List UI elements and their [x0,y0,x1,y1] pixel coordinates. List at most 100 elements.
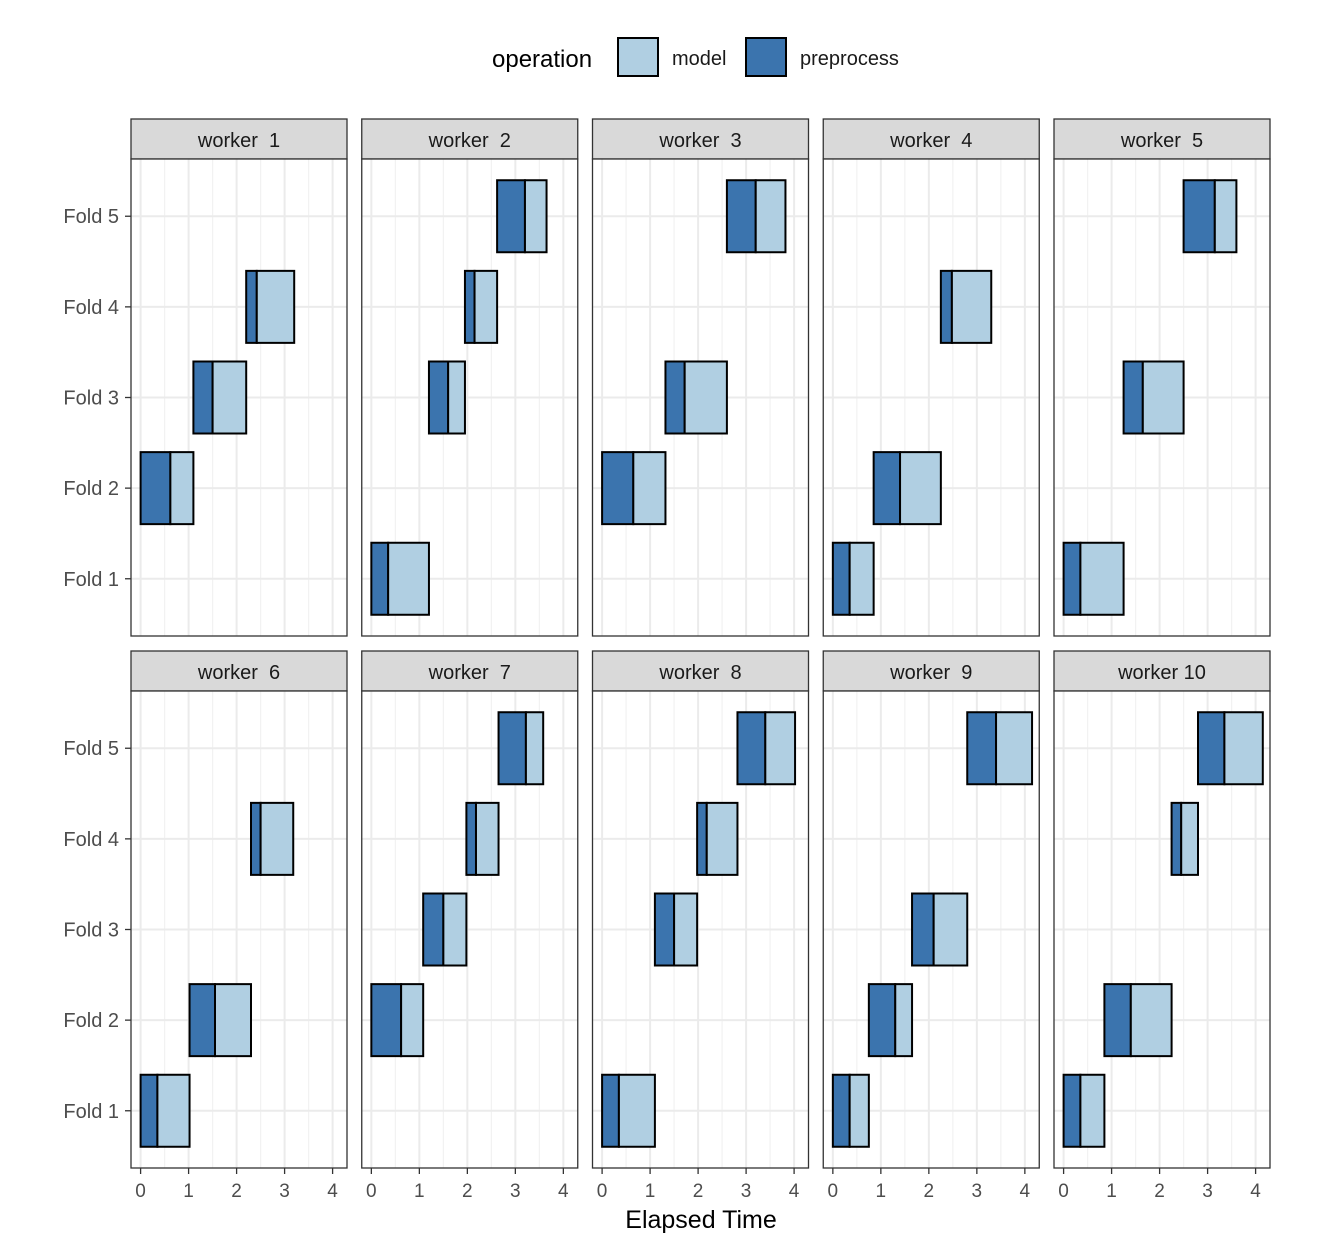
y-tick-label: Fold 1 [63,1101,119,1123]
preprocess-bar [867,983,897,1058]
facet-strip [591,650,810,692]
task-bar [911,892,969,967]
legend-label-preprocess: preprocess [800,48,899,70]
task-bar [1122,360,1185,435]
preprocess-bar [188,983,216,1058]
x-tick-label: 1 [183,1181,194,1202]
model-bar [523,179,548,254]
preprocess-bar [1197,711,1226,786]
x-tick-label: 4 [1020,1181,1031,1202]
model-bar [211,360,248,435]
facet-strip-label: worker 9 [889,662,972,684]
preprocess-bar [601,451,635,526]
task-bar [872,451,942,526]
legend-label-model: model [672,48,726,70]
x-tick-label: 2 [924,1181,935,1202]
y-tick-label: Fold 1 [63,569,119,591]
x-tick-label: 2 [462,1181,473,1202]
preprocess-bar [1182,179,1216,254]
model-bar [899,451,942,526]
model-bar [754,179,787,254]
preprocess-bar [427,360,450,435]
task-bar [370,541,430,616]
task-bar [831,1073,870,1148]
x-tick-label: 0 [828,1181,839,1202]
preprocess-bar [496,179,526,254]
x-tick-label: 1 [645,1181,656,1202]
y-tick-label: Fold 3 [63,920,119,942]
model-bar [387,541,430,616]
x-tick-label: 3 [279,1181,290,1202]
facet-strip-label: worker 7 [428,662,511,684]
panel-border [1053,690,1271,1169]
panel-border [591,158,810,637]
facet-strip-label: worker 1 [197,130,280,152]
task-bar [1170,801,1199,876]
preprocess-bar [1122,360,1144,435]
task-bar [867,983,914,1058]
task-bar [188,983,252,1058]
model-bar [524,711,545,786]
panel-border [361,158,579,637]
model-bar [995,711,1034,786]
x-tick-label: 4 [327,1181,338,1202]
x-tick-label: 0 [597,1181,608,1202]
task-bar [465,801,500,876]
preprocess-bar [696,801,708,876]
x-tick-label: 1 [876,1181,887,1202]
x-tick-label: 2 [231,1181,242,1202]
model-bar [1223,711,1264,786]
legend-title: operation [492,46,592,73]
model-bar [1129,983,1173,1058]
y-tick-label: Fold 5 [63,206,119,228]
task-bar [1103,983,1173,1058]
task-bar [139,1073,191,1148]
facet-strip [822,650,1040,692]
model-bar [617,1073,656,1148]
panel-border [1053,158,1271,637]
facet-strip [361,650,579,692]
facet-panel: worker 4 [822,118,1040,637]
x-tick-label: 0 [1058,1181,1069,1202]
model-bar [474,801,500,876]
preprocess-bar [245,269,258,344]
panel-border [822,690,1040,1169]
model-bar [400,983,425,1058]
x-tick-label: 0 [366,1181,377,1202]
x-tick-label: 4 [789,1181,800,1202]
y-tick-label: Fold 4 [63,829,119,851]
model-bar [632,451,667,526]
task-bar [245,269,296,344]
preprocess-bar [601,1073,620,1148]
x-tick-label: 1 [1106,1181,1117,1202]
x-tick-label: 3 [972,1181,983,1202]
x-tick-label: 2 [693,1181,704,1202]
facet-panel: worker 6 Fold 1 Fold 2 Fold 3 Fold 4 Fold 5 0 1… [63,650,348,1202]
preprocess-bar [250,801,262,876]
model-bar [848,541,875,616]
task-bar [601,1073,656,1148]
model-bar [447,360,466,435]
task-bar [725,179,787,254]
x-tick-label: 3 [741,1181,752,1202]
model-bar [259,801,295,876]
facet-strip-label: worker 5 [1120,130,1203,152]
model-bar [1079,1073,1106,1148]
facet-strip-label: worker 10 [1117,662,1206,684]
preprocess-bar [831,541,851,616]
task-bar [139,451,195,526]
task-bar [736,711,797,786]
model-bar [683,360,728,435]
facet-strip-label: worker 2 [428,130,511,152]
model-bar [705,801,739,876]
model-bar [156,1073,191,1148]
preprocess-bar [725,179,757,254]
preprocess-bar [911,892,935,967]
task-bar [601,451,667,526]
model-bar [214,983,252,1058]
model-bar [673,892,699,967]
x-tick-label: 0 [135,1181,146,1202]
model-bar [442,892,468,967]
task-bar [496,179,548,254]
preprocess-bar [1103,983,1132,1058]
